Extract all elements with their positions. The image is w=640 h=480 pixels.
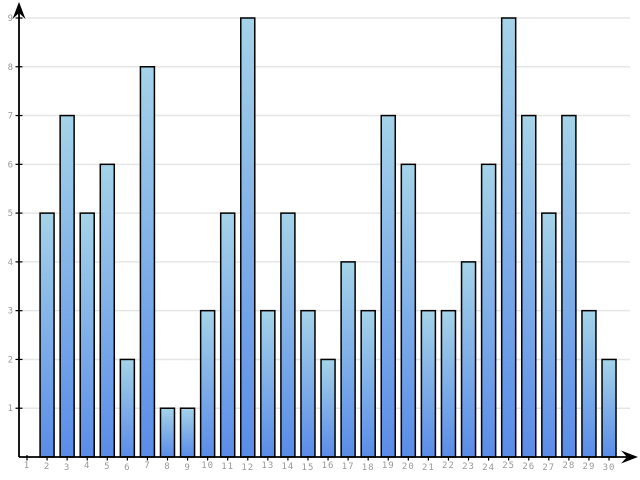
bar — [521, 114, 537, 458]
bar — [500, 17, 517, 458]
bar — [400, 163, 417, 458]
x-tick-label: 30 — [603, 463, 616, 473]
bar — [240, 17, 256, 458]
y-tick-label: 5 — [8, 209, 13, 219]
bar — [320, 358, 336, 458]
x-tick-label: 7 — [144, 461, 150, 471]
x-tick-label: 2 — [44, 462, 50, 472]
bar — [280, 212, 296, 458]
x-tick-label: 13 — [261, 461, 274, 471]
bar — [179, 407, 196, 458]
bar — [480, 163, 497, 458]
y-axis-arrow-icon — [12, 2, 26, 19]
bar — [601, 358, 617, 458]
bar — [300, 309, 316, 458]
x-tick-label: 17 — [342, 462, 355, 472]
bar — [541, 212, 557, 458]
x-axis-arrow-icon — [621, 450, 638, 464]
bar — [360, 309, 376, 458]
x-tick-label: 20 — [402, 462, 415, 472]
bar — [420, 309, 437, 458]
bar — [99, 163, 116, 458]
x-tick-label: 16 — [322, 461, 335, 471]
x-tick-label: 19 — [382, 461, 395, 471]
x-tick-label: 10 — [201, 461, 214, 471]
x-tick-label: 26 — [522, 462, 535, 472]
bar — [79, 212, 95, 458]
x-tick-label: 9 — [184, 463, 190, 473]
y-tick-label: 6 — [8, 160, 13, 170]
x-tick-label: 25 — [502, 461, 515, 471]
bar — [59, 114, 75, 458]
x-tick-label: 24 — [482, 463, 495, 473]
bar — [199, 309, 216, 458]
bar — [340, 261, 356, 458]
x-tick-label: 22 — [442, 461, 455, 471]
bar — [440, 309, 457, 458]
y-tick-label: 8 — [8, 63, 13, 73]
x-tick-label: 8 — [164, 462, 170, 472]
y-tick-label: 7 — [8, 112, 13, 122]
bar — [260, 309, 276, 458]
y-tick-label: 9 — [8, 14, 13, 24]
x-tick-label: 18 — [362, 463, 375, 473]
bar — [39, 212, 55, 458]
x-tick-label: 1 — [24, 461, 30, 471]
y-tick-label: 3 — [8, 307, 13, 317]
y-tick-label: 4 — [8, 258, 13, 268]
x-tick-label: 14 — [281, 462, 294, 472]
bar — [561, 114, 577, 458]
x-tick-label: 11 — [221, 462, 234, 472]
bar — [380, 114, 397, 458]
x-tick-label: 15 — [302, 463, 315, 473]
y-tick-label: 2 — [8, 355, 13, 365]
x-tick-label: 27 — [542, 463, 555, 473]
x-tick-label: 5 — [104, 462, 110, 472]
bar — [460, 261, 477, 458]
bar — [159, 407, 176, 458]
bar — [119, 358, 136, 458]
bar — [581, 309, 597, 458]
x-tick-label: 23 — [462, 462, 475, 472]
x-tick-label: 21 — [422, 463, 435, 473]
x-tick-label: 29 — [583, 462, 596, 472]
x-tick-label: 12 — [241, 463, 254, 473]
y-tick-label: 1 — [8, 404, 13, 414]
bar — [219, 212, 236, 458]
x-tick-label: 28 — [562, 461, 575, 471]
x-tick-label: 3 — [64, 463, 70, 473]
bar — [139, 66, 156, 458]
x-tick-label: 4 — [84, 461, 90, 471]
x-tick-label: 6 — [124, 463, 130, 473]
